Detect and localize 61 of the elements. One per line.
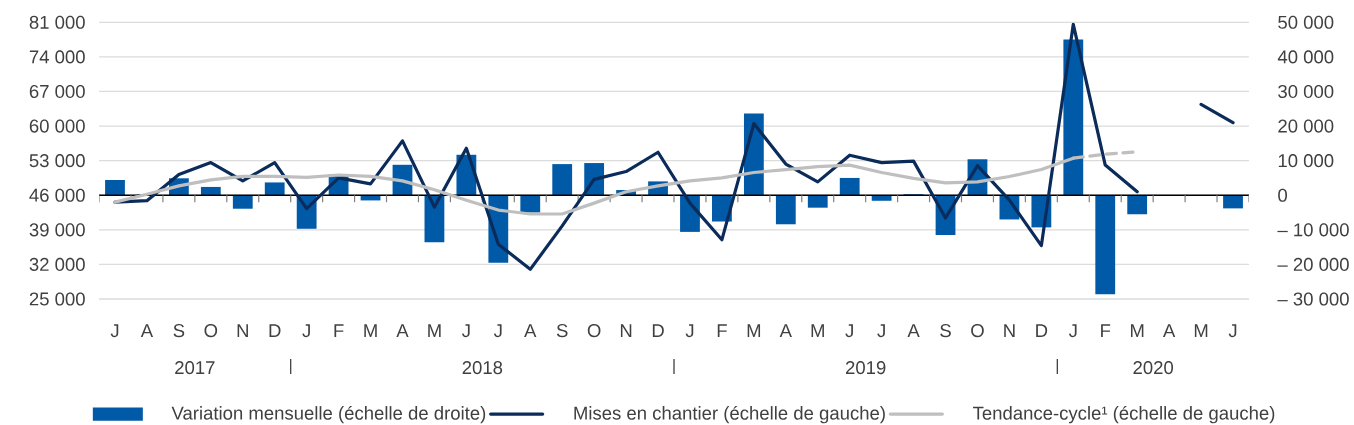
x-tick-label: J (110, 324, 119, 338)
legend-label: Variation mensuelle (échelle de droite) (171, 405, 486, 424)
x-tick-label: M (1194, 324, 1208, 337)
x-tick-label: M (811, 324, 824, 337)
x-tick-label: A (1162, 324, 1176, 337)
y2-tick-label: 0 (1278, 188, 1288, 202)
y2-tick-label: 20 000 (1278, 119, 1334, 133)
x-tick-label: N (620, 324, 632, 337)
x-tick-label: A (907, 324, 920, 337)
y2-tick-label: – 30 000 (1277, 292, 1349, 306)
y-tick-label: 25 000 (29, 292, 85, 306)
x-tick-label: M (1130, 324, 1144, 337)
text: 2019 (845, 361, 886, 375)
x-tick-label: O (204, 324, 218, 338)
x-tick-label: A (140, 324, 154, 337)
y2-tick-label: 30 000 (1278, 84, 1334, 99)
legend-label: Mises en chantier (échelle de gauche) (574, 405, 885, 424)
y2-tick-label: 10 000 (1278, 154, 1334, 168)
x-tick-label: N (1004, 324, 1015, 337)
y2-tick-label: 50 000 (1278, 15, 1334, 29)
x-tick-label: J (877, 324, 885, 338)
x-tick-label: J (685, 324, 694, 338)
x-tick-label: D (652, 324, 664, 337)
x-tick-label: N (237, 324, 248, 337)
y-tick-label: 46 000 (29, 188, 85, 202)
x-tick-label: O (971, 324, 984, 338)
y-tick-label: 32 000 (29, 257, 85, 271)
x-tick-label: J (1068, 324, 1077, 338)
x-tick-label: S (940, 324, 951, 338)
y-tick-label: 53 000 (29, 154, 85, 168)
text: 2020 (1133, 361, 1174, 375)
x-tick-label: M (428, 324, 441, 337)
y2-tick-label: – 20 000 (1277, 257, 1349, 271)
legend-label: Tendance-cycle¹ (échelle de gauche) (973, 405, 1275, 424)
y2-tick-label: – 10 000 (1277, 223, 1349, 237)
x-tick-label: S (173, 324, 185, 338)
x-tick-label: J (1228, 324, 1237, 338)
y2-tick-label: 40 000 (1277, 50, 1334, 64)
text: 2017 (175, 361, 215, 375)
x-tick-label: D (1036, 324, 1048, 337)
x-tick-label: J (493, 324, 502, 338)
x-tick-label: S (556, 324, 568, 338)
x-tick-label: J (845, 324, 853, 338)
text: 2018 (462, 361, 503, 375)
x-tick-label: F (717, 324, 727, 337)
y-tick-label: 67 000 (29, 84, 85, 99)
y-tick-label: 60 000 (29, 119, 85, 133)
x-tick-label: D (269, 324, 281, 337)
x-tick-label: F (1101, 324, 1111, 337)
y-tick-label: 81 000 (29, 15, 85, 29)
y-tick-label: 74 000 (29, 50, 85, 64)
x-tick-label: O (587, 324, 601, 338)
y-tick-label: 39 000 (29, 223, 85, 237)
x-tick-label: J (302, 324, 310, 338)
x-tick-label: M (747, 324, 761, 337)
x-tick-label: A (779, 324, 792, 337)
x-tick-label: F (334, 324, 344, 337)
x-tick-label: A (396, 324, 409, 337)
x-tick-label: A (524, 324, 537, 337)
x-tick-label: J (462, 324, 470, 338)
x-tick-label: M (364, 324, 377, 337)
